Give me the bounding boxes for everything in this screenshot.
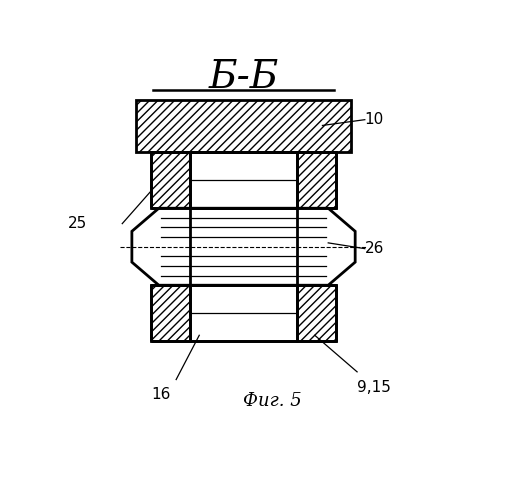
Text: 16: 16 xyxy=(151,387,170,402)
Bar xyxy=(151,152,190,208)
Bar xyxy=(298,152,336,208)
Bar xyxy=(136,100,351,152)
Bar xyxy=(151,285,190,341)
Text: 26: 26 xyxy=(365,241,384,256)
Bar xyxy=(298,285,336,341)
Text: 10: 10 xyxy=(365,112,384,127)
Polygon shape xyxy=(132,208,355,285)
Text: Фиг. 5: Фиг. 5 xyxy=(243,392,302,409)
Text: Б-Б: Б-Б xyxy=(209,59,279,96)
Text: 9,15: 9,15 xyxy=(357,380,391,394)
Text: 25: 25 xyxy=(68,216,88,231)
